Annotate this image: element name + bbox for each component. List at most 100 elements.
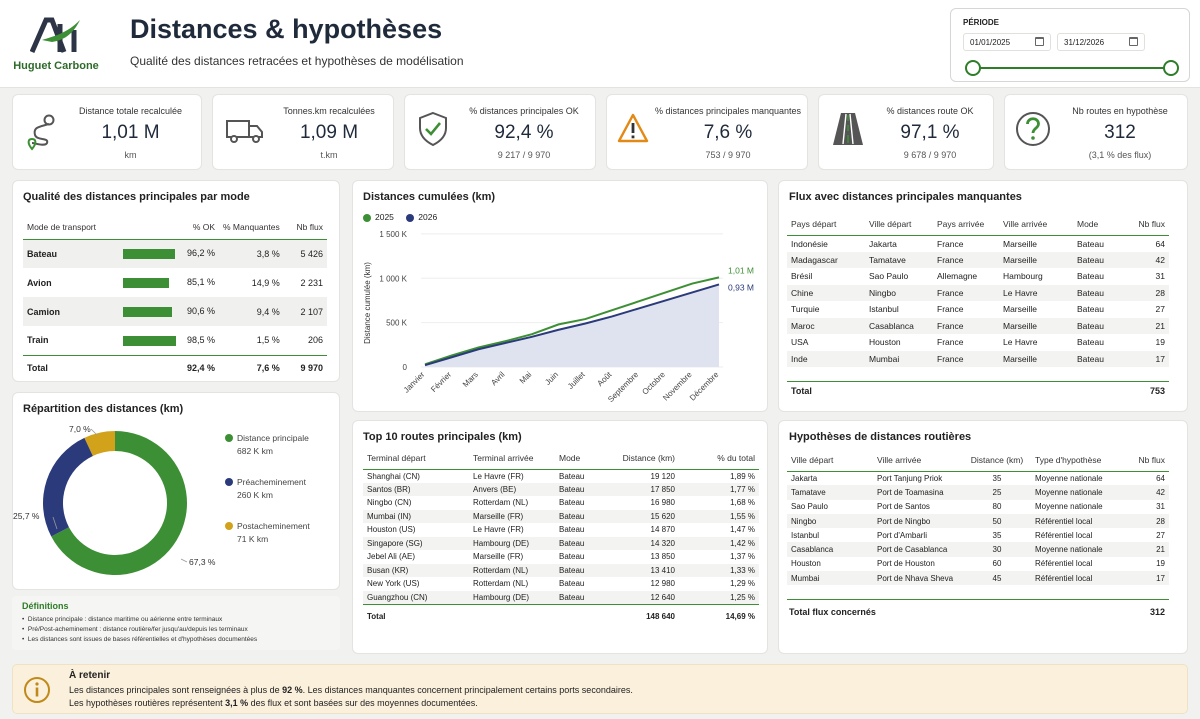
table-cell: Bateau xyxy=(555,590,605,604)
column-header: Pays départ xyxy=(787,213,865,236)
kpi-value: 1,01 M xyxy=(101,122,160,143)
column-header: Mode de transport xyxy=(23,215,119,240)
legend-swatch-2025 xyxy=(363,213,371,222)
column-header: % du total xyxy=(679,447,759,470)
donut-slice[interactable] xyxy=(51,431,188,575)
table-cell: 42 xyxy=(1123,251,1169,268)
table-cell: Marseille xyxy=(999,251,1073,268)
table-row: Inde Mumbai France Marseille Bateau 17 xyxy=(787,350,1169,367)
ok-value: 98,5 % xyxy=(186,334,216,345)
ok-cell: 98,5 % xyxy=(119,326,219,355)
table-row: Istanbul Port d'Ambarli 35 Référentiel loca… xyxy=(787,528,1169,542)
kpi-sub: km xyxy=(124,150,137,160)
legend-swatch xyxy=(225,478,233,486)
table-cell: Bateau xyxy=(559,552,585,562)
period-slider-track[interactable] xyxy=(973,67,1171,69)
distribution-donut: 67,3 % 25,7 % 7,0 % xyxy=(13,424,216,575)
legend-name: Postacheminement xyxy=(237,521,310,531)
table-row: Ningbo Port de Ningbo 50 Référentiel local 2… xyxy=(787,513,1169,529)
info-icon xyxy=(24,677,50,703)
total-label: Total xyxy=(23,354,119,381)
date-start-input[interactable]: 01/01/2025 xyxy=(963,33,1051,51)
table-cell: 17 xyxy=(1123,350,1169,367)
legend-name: Distance principale xyxy=(237,433,309,443)
donut-slice[interactable] xyxy=(84,431,115,456)
column-header: Distance (km) xyxy=(963,449,1031,472)
definition-item: • Pré/Post-acheminement : distance routi… xyxy=(22,626,248,633)
missing-flux-panel: Flux avec distances principales manquant… xyxy=(778,180,1188,412)
y-axis-label: Distance cumulée (km) xyxy=(363,262,372,344)
legend-value: 71 K km xyxy=(237,534,269,544)
kpi-label: % distances route OK xyxy=(886,106,974,116)
mode-name: Train xyxy=(27,335,49,346)
table-cell: 45 xyxy=(963,571,1031,586)
donut-leader-line xyxy=(90,428,98,436)
missing-value: 14,9 % xyxy=(251,277,280,288)
mode-quality-table: Mode de transport % OK % Manquantes Nb f… xyxy=(23,215,327,381)
table-cell: Le Havre (FR) xyxy=(473,525,524,535)
table-cell: Bateau xyxy=(1077,238,1104,249)
table-row: Chine Ningbo France Le Havre Bateau 28 xyxy=(787,284,1169,301)
table-cell: Marseille xyxy=(999,350,1073,367)
table-row: Bateau 96,2 % 3,8 % 5 426 xyxy=(23,239,327,268)
kpi-sub: 9 678 / 9 970 xyxy=(903,150,957,160)
table-cell: 64 xyxy=(1156,473,1165,483)
table-cell: Moyenne nationale xyxy=(1031,485,1123,500)
kpi-sub: 753 / 9 970 xyxy=(705,150,751,160)
table-row: Indonésie Jakarta France Marseille Bateau 64 xyxy=(787,235,1169,252)
top-routes-table: Terminal départ Terminal arrivée Mode Di… xyxy=(363,447,759,628)
table-cell: France xyxy=(933,350,999,367)
donut-pct-label: 67,3 % xyxy=(189,557,216,567)
column-header: Terminal départ xyxy=(363,447,469,470)
date-end-input[interactable]: 31/12/2026 xyxy=(1057,33,1145,51)
table-cell: Guangzhou (CN) xyxy=(363,590,469,604)
table-cell: 21 xyxy=(1123,317,1169,334)
period-slider-end-handle[interactable] xyxy=(1163,60,1179,76)
table-cell: 14 320 xyxy=(605,536,679,550)
period-slider-start-handle[interactable] xyxy=(965,60,981,76)
page-subtitle: Qualité des distances retracées et hypot… xyxy=(130,54,464,68)
table-cell: Istanbul xyxy=(869,304,899,315)
legend-label-2025: 2025 xyxy=(375,212,394,222)
question-icon xyxy=(1016,112,1050,146)
table-cell: Bateau xyxy=(555,509,605,523)
table-cell: Chine xyxy=(787,284,865,301)
table-cell: France xyxy=(937,304,964,315)
table-row: USA Houston France Le Havre Bateau 19 xyxy=(787,334,1169,351)
table-cell: Port de Ningbo xyxy=(873,513,963,529)
takeaway-highlight: 3,1 % xyxy=(225,698,249,708)
table-cell: Sao Paulo xyxy=(791,502,828,512)
column-header: Mode xyxy=(1073,213,1123,236)
calendar-icon[interactable] xyxy=(1129,37,1138,46)
ok-cell: 85,1 % xyxy=(119,268,219,297)
total-flux: 9 970 xyxy=(283,354,327,381)
kpi-value: 92,4 % xyxy=(494,122,554,143)
table-cell: 1,47 % xyxy=(730,525,755,535)
x-tick-label: Octobre xyxy=(640,370,667,397)
total-ok: 92,4 % xyxy=(119,354,220,381)
calendar-icon[interactable] xyxy=(1035,37,1044,46)
total-value: 312 xyxy=(1149,607,1165,617)
road-hypotheses-total: Total flux concernés 312 xyxy=(787,599,1169,617)
mode-name: Bateau xyxy=(23,239,119,268)
table-cell: 80 xyxy=(992,502,1002,512)
definition-text: Distance principale : distance maritime … xyxy=(27,616,223,623)
truck-icon xyxy=(226,120,263,143)
total-label: Total xyxy=(363,603,469,628)
takeaway-text: des flux et sont basées sur des moyennes… xyxy=(248,698,478,708)
kpi-label: Nb routes en hypothèse xyxy=(1072,106,1168,116)
takeaway-text: Les distances principales sont renseigné… xyxy=(69,685,283,695)
table-cell: Ningbo (CN) xyxy=(367,498,412,508)
table-cell: 12 640 xyxy=(605,590,679,604)
ok-bar xyxy=(123,335,177,346)
x-tick-label: Avril xyxy=(489,370,506,387)
table-cell: Bateau xyxy=(1077,337,1104,348)
donut-slice[interactable] xyxy=(43,437,93,537)
table-cell: Mumbai xyxy=(865,350,933,367)
y-tick-label: 1 500 K xyxy=(379,230,407,239)
table-cell: 15 620 xyxy=(605,509,679,523)
table-cell: Madagascar xyxy=(787,251,865,268)
table-row: Houston (US) Le Havre (FR) Bateau 14 870 1,4… xyxy=(363,523,759,537)
table-cell: Bateau xyxy=(1073,350,1123,367)
table-row: Singapore (SG) Hambourg (DE) Bateau 14 320 1… xyxy=(363,536,759,550)
